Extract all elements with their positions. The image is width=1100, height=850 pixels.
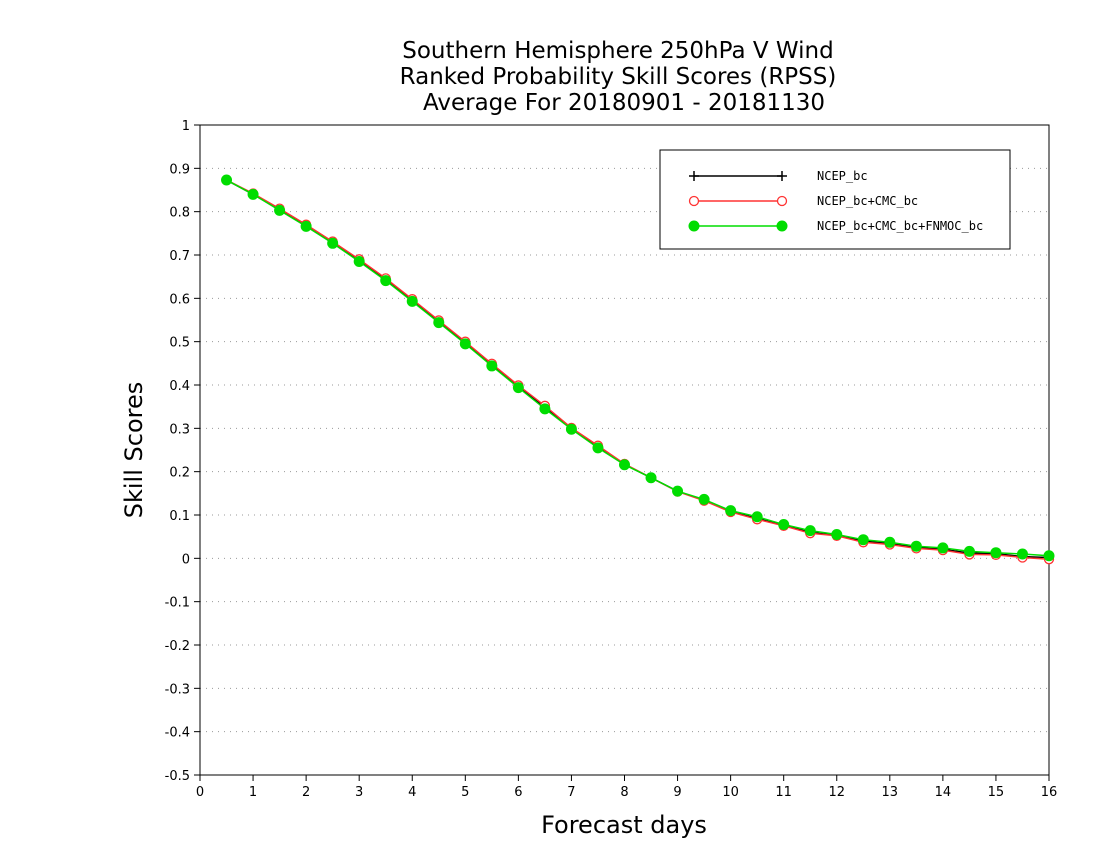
legend: NCEP_bc NCEP_bc+CMC_bc NCEP_bc+CMC_bc+FNMO… — [659, 149, 1011, 250]
legend-label: NCEP_bc+CMC_bc+FNMOC_bc — [817, 219, 983, 233]
x-tick-label: 5 — [461, 785, 469, 800]
data-point — [565, 423, 577, 435]
data-series — [221, 174, 1055, 565]
y-tick-label: 0.8 — [169, 206, 190, 221]
data-point — [512, 382, 524, 394]
chart-title: Southern Hemisphere 250hPa V Wind Ranked… — [400, 38, 837, 116]
x-tick-label: 9 — [673, 785, 681, 800]
y-axis-label: Skill Scores — [120, 382, 148, 519]
legend-label: NCEP_bc — [817, 169, 868, 183]
data-point — [433, 317, 445, 329]
legend-marker — [688, 195, 700, 207]
y-tick-label: 0.9 — [169, 162, 190, 177]
y-tick-label: 0.2 — [169, 466, 190, 481]
y-tick-label: 0.6 — [169, 292, 190, 307]
x-tick-label: 2 — [302, 785, 310, 800]
y-tick-label: -0.2 — [165, 639, 190, 654]
y-tick-label: 0 — [182, 552, 190, 567]
data-point — [353, 256, 365, 267]
y-tick-label: -0.3 — [165, 682, 190, 697]
legend-item-ncep-bc-cmc-bc-fnmoc-bc: NCEP_bc+CMC_bc+FNMOC_bc — [688, 219, 983, 233]
data-point — [698, 493, 710, 505]
data-point — [963, 545, 975, 557]
y-tick-label: 1 — [182, 119, 190, 134]
data-point — [1016, 548, 1028, 560]
data-point — [804, 525, 816, 537]
data-point — [539, 403, 551, 415]
x-tick-label: 7 — [567, 785, 575, 800]
data-point — [990, 547, 1002, 559]
x-tick-label: 12 — [828, 785, 845, 800]
y-axis: -0.5 -0.4 -0.3 -0.2 -0.1 0 0.1 0.2 0.3 0.4 0.5 0.6 0… — [165, 119, 200, 784]
data-point — [645, 472, 657, 484]
data-point — [778, 519, 790, 531]
y-tick-label: -0.4 — [165, 726, 190, 741]
data-point — [831, 529, 843, 540]
series-ncep-bc-cmc-bc-fnmoc-bc — [221, 174, 1055, 562]
chart-title-line-1: Southern Hemisphere 250hPa V Wind — [402, 38, 833, 64]
data-point — [592, 442, 604, 454]
x-tick-label: 15 — [988, 785, 1005, 800]
data-point — [937, 542, 949, 554]
y-tick-label: 0.5 — [169, 336, 190, 351]
x-tick-label: 4 — [408, 785, 416, 800]
data-point — [247, 188, 259, 200]
y-tick-label: 0.4 — [169, 379, 190, 394]
data-point — [857, 534, 869, 546]
x-tick-label: 0 — [196, 785, 204, 800]
y-tick-label: -0.5 — [165, 769, 190, 784]
data-point — [221, 174, 233, 186]
data-point — [884, 536, 896, 548]
x-axis: 0 1 2 3 4 5 6 7 8 9 10 11 12 13 14 15 16 — [196, 775, 1057, 800]
legend-marker — [777, 171, 787, 181]
legend-item-ncep-bc: NCEP_bc — [689, 169, 868, 183]
data-point — [274, 204, 286, 216]
legend-marker — [776, 195, 788, 207]
data-point — [380, 275, 392, 287]
x-tick-label: 8 — [620, 785, 628, 800]
x-tick-label: 3 — [355, 785, 363, 800]
y-tick-label: 0.1 — [169, 509, 190, 524]
legend-box — [659, 149, 1011, 250]
y-tick-label: 0.3 — [169, 422, 190, 437]
legend-marker — [776, 220, 788, 232]
data-point — [910, 540, 922, 552]
x-tick-label: 13 — [882, 785, 899, 800]
data-point — [327, 237, 339, 249]
x-tick-label: 11 — [775, 785, 792, 800]
data-point — [406, 295, 418, 307]
data-point — [751, 511, 763, 523]
chart-title-line-2: Ranked Probability Skill Scores (RPSS) — [400, 64, 837, 90]
data-point — [725, 505, 737, 517]
x-tick-label: 14 — [935, 785, 952, 800]
x-tick-label: 6 — [514, 785, 522, 800]
x-tick-label: 16 — [1041, 785, 1058, 800]
x-axis-label: Forecast days — [541, 811, 707, 839]
x-tick-label: 10 — [722, 785, 739, 800]
data-point — [459, 338, 471, 350]
data-point — [619, 459, 630, 471]
data-point — [486, 360, 498, 372]
y-tick-label: 0.7 — [169, 249, 190, 264]
y-tick-label: -0.1 — [165, 596, 190, 611]
data-point — [672, 485, 684, 497]
legend-marker — [689, 171, 699, 181]
chart-title-line-3: Average For 20180901 - 20181130 — [423, 90, 825, 116]
legend-item-ncep-bc-cmc-bc: NCEP_bc+CMC_bc — [688, 194, 918, 208]
grid-lines — [200, 167, 1049, 733]
data-point — [1043, 550, 1055, 562]
legend-label: NCEP_bc+CMC_bc — [817, 194, 918, 208]
data-point — [300, 220, 312, 232]
x-tick-label: 1 — [249, 785, 257, 800]
legend-marker — [688, 220, 700, 232]
